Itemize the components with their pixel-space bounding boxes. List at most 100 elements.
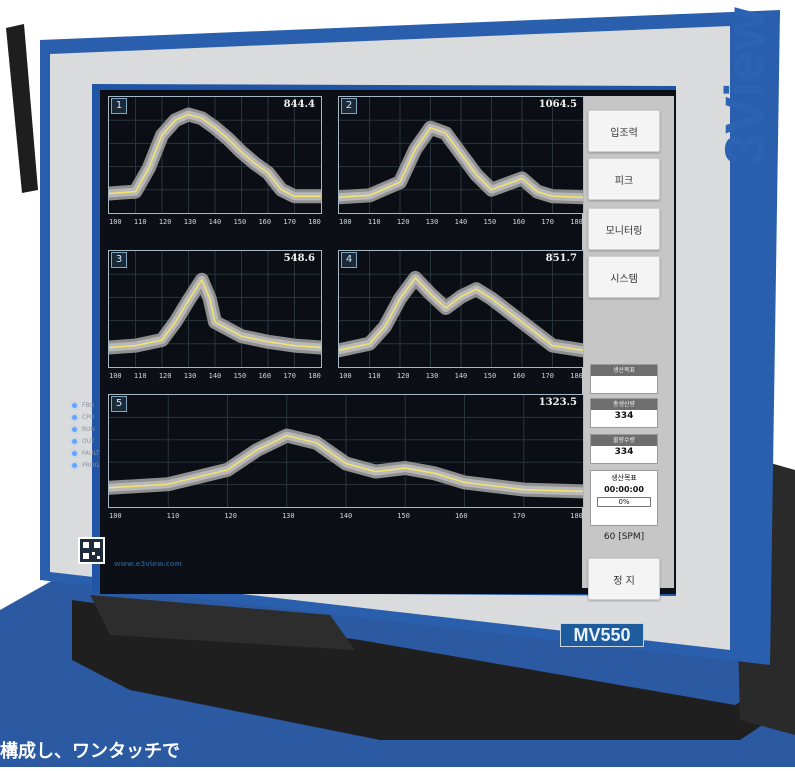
trace-plot bbox=[109, 97, 321, 213]
stat-label: 불량수량 bbox=[591, 435, 657, 446]
tick-label: 130 bbox=[183, 218, 197, 226]
trace-line bbox=[339, 277, 583, 352]
tick-label: 140 bbox=[339, 512, 353, 520]
stat-total: 총생산량 334 bbox=[590, 398, 658, 428]
panel-number: 3 bbox=[111, 252, 127, 268]
tab-input-force[interactable]: 입조력 bbox=[588, 110, 660, 152]
tick-label: 180 bbox=[570, 512, 583, 520]
stat-target: 생산목표 bbox=[590, 364, 658, 394]
brand-logo: 3View bbox=[713, 7, 776, 165]
led-5: PROG bbox=[72, 462, 100, 469]
trace-line bbox=[109, 434, 583, 493]
stat-defect: 불량수량 334 bbox=[590, 434, 658, 464]
antenna bbox=[6, 24, 38, 193]
peak-value: 851.7 bbox=[545, 253, 577, 264]
x-axis-ticks: 100 110 120 130 140 150 160 170 180 bbox=[339, 218, 583, 226]
tick-label: 180 bbox=[570, 372, 583, 380]
stand-front bbox=[90, 595, 355, 650]
graph-panel-4: 4 851.7 100 110 120 130 140 150 160 170 180 bbox=[338, 250, 584, 380]
tick-label: 100 bbox=[109, 372, 122, 380]
trace-plot bbox=[109, 395, 583, 507]
tick-label: 110 bbox=[367, 372, 381, 380]
timer-percent: 0% bbox=[597, 497, 651, 507]
led-0: FBG bbox=[72, 402, 100, 409]
graph-panel-1: 1 844.4 100 110 120 130 140 150 160 170 180 bbox=[108, 96, 322, 226]
graph-panel-3: 3 548.6 100 110 120 130 140 150 160 170 180 bbox=[108, 250, 322, 380]
tick-label: 110 bbox=[166, 512, 180, 520]
tick-label: 150 bbox=[233, 218, 247, 226]
trace-plot bbox=[339, 251, 583, 367]
spm-readout: 60 [SPM] bbox=[603, 532, 645, 542]
tick-label: 120 bbox=[158, 372, 172, 380]
trace-plot bbox=[109, 251, 321, 367]
panel-number: 4 bbox=[341, 252, 357, 268]
led-dot-icon bbox=[72, 463, 77, 468]
panel-number: 5 bbox=[111, 396, 127, 412]
tick-label: 120 bbox=[224, 512, 237, 520]
panel-number: 1 bbox=[111, 98, 127, 114]
tick-label: 140 bbox=[454, 218, 468, 226]
trace-line bbox=[109, 279, 321, 349]
tick-label: 120 bbox=[396, 218, 410, 226]
led-dot-icon bbox=[72, 415, 77, 420]
tick-label: 160 bbox=[258, 218, 272, 226]
tick-label: 100 bbox=[109, 218, 122, 226]
led-3: OUT bbox=[72, 438, 100, 445]
trace-line bbox=[109, 113, 321, 198]
stat-value: 334 bbox=[614, 447, 634, 457]
tick-label: 100 bbox=[339, 218, 352, 226]
tick-label: 140 bbox=[208, 372, 222, 380]
tick-label: 130 bbox=[183, 372, 197, 380]
tick-label: 130 bbox=[425, 218, 439, 226]
tick-label: 150 bbox=[397, 512, 410, 520]
tick-label: 110 bbox=[367, 218, 381, 226]
stop-button[interactable]: 정 지 bbox=[588, 558, 660, 600]
stat-value: 334 bbox=[614, 411, 634, 421]
timer-label: 생산목표 bbox=[611, 474, 637, 482]
led-dot-icon bbox=[72, 403, 77, 408]
tick-label: 180 bbox=[308, 372, 321, 380]
tab-system[interactable]: 시스템 bbox=[588, 256, 660, 298]
tick-label: 160 bbox=[258, 372, 272, 380]
led-dot-icon bbox=[72, 451, 77, 456]
tick-label: 180 bbox=[308, 218, 321, 226]
timer-time: 00:00:00 bbox=[604, 485, 644, 494]
x-axis-ticks: 100 110 120 130 140 150 160 170 180 bbox=[109, 372, 321, 380]
stat-label: 생산목표 bbox=[591, 365, 657, 376]
tick-label: 100 bbox=[339, 372, 352, 380]
tick-label: 170 bbox=[541, 372, 554, 380]
model-badge: MV550 bbox=[560, 623, 644, 647]
tab-monitoring[interactable]: 모니터링 bbox=[588, 208, 660, 250]
led-dot-icon bbox=[72, 427, 77, 432]
tick-label: 160 bbox=[512, 372, 526, 380]
led-1: CPU bbox=[72, 414, 100, 421]
peak-value: 1323.5 bbox=[538, 397, 577, 408]
tick-label: 150 bbox=[483, 372, 497, 380]
stat-label: 총생산량 bbox=[591, 399, 657, 410]
website-url: www.e3view.com bbox=[114, 560, 182, 568]
tick-label: 120 bbox=[158, 218, 172, 226]
tick-label: 100 bbox=[109, 512, 122, 520]
tab-peak[interactable]: 피크 bbox=[588, 158, 660, 200]
trace-plot bbox=[339, 97, 583, 213]
tick-label: 120 bbox=[396, 372, 410, 380]
x-axis-ticks: 100 110 120 130 140 150 160 170 180 bbox=[109, 512, 583, 520]
tick-label: 140 bbox=[208, 218, 222, 226]
led-dot-icon bbox=[72, 439, 77, 444]
panel-number: 2 bbox=[341, 98, 357, 114]
graph-panel-5: 5 1323.5 100 110 120 130 140 150 160 170 180 bbox=[108, 394, 584, 520]
screen: 1 844.4 100 110 120 130 140 150 160 170 180 2 10… bbox=[106, 92, 676, 600]
tick-label: 150 bbox=[483, 218, 497, 226]
led-2: RUN bbox=[72, 426, 100, 433]
trace-line bbox=[339, 126, 583, 198]
tick-label: 180 bbox=[570, 218, 583, 226]
tick-label: 170 bbox=[541, 218, 554, 226]
tick-label: 150 bbox=[233, 372, 247, 380]
tick-label: 110 bbox=[133, 218, 147, 226]
status-leds: FBG CPU RUN OUT FAULT PROG bbox=[72, 402, 100, 474]
tick-label: 170 bbox=[283, 218, 296, 226]
x-axis-ticks: 100 110 120 130 140 150 160 170 180 bbox=[339, 372, 583, 380]
tick-label: 140 bbox=[454, 372, 468, 380]
tick-label: 170 bbox=[283, 372, 296, 380]
